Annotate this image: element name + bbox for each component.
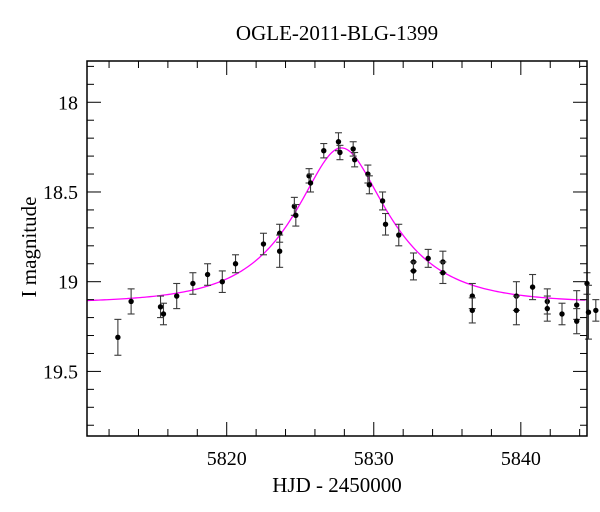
data-point-group	[395, 223, 403, 247]
x-tick-label: 5830	[354, 448, 394, 470]
data-point-group	[424, 248, 432, 268]
data-point-group	[127, 288, 135, 315]
data-point-group	[409, 261, 417, 281]
data-point	[440, 270, 446, 276]
data-point-group	[543, 295, 551, 322]
data-point-group	[276, 234, 284, 268]
data-point-group	[349, 141, 357, 157]
data-point	[425, 255, 431, 262]
data-point-group	[529, 273, 537, 301]
data-point-group	[307, 173, 315, 193]
data-point	[379, 198, 386, 204]
data-point	[469, 307, 475, 314]
data-point	[593, 307, 599, 314]
data-point-group	[584, 284, 592, 340]
data-point	[544, 305, 550, 312]
data-point	[219, 278, 225, 285]
data-point	[232, 261, 239, 267]
data-point	[293, 212, 299, 219]
data-point	[276, 248, 283, 254]
y-tick-label: 19.5	[43, 361, 78, 383]
data-point-group	[259, 232, 267, 256]
data-point	[513, 307, 520, 314]
data-point-group	[468, 297, 476, 324]
data-point	[337, 149, 343, 156]
data-point	[574, 302, 580, 308]
data-point	[410, 268, 417, 274]
data-point-group	[382, 212, 390, 236]
data-point-group	[351, 151, 359, 168]
data-point-group	[157, 295, 165, 319]
data-point	[366, 182, 373, 188]
data-point	[350, 146, 356, 152]
y-axis-label: I magnitude	[17, 197, 41, 298]
data-point-group	[232, 254, 240, 274]
x-tick-label: 5840	[501, 448, 541, 470]
data-point-group	[439, 261, 447, 285]
chart-title: OGLE-2011-BLG-1399	[236, 21, 438, 45]
y-tick-label: 18	[58, 92, 78, 114]
data-point	[396, 232, 402, 238]
data-point	[260, 241, 267, 247]
data-point-group	[379, 191, 387, 211]
data-point	[335, 139, 342, 145]
data-point	[382, 221, 389, 227]
data-point-group	[204, 263, 212, 286]
data-point	[174, 293, 180, 299]
data-point-group	[159, 302, 167, 326]
data-point-group	[365, 175, 373, 195]
data-point-group	[290, 196, 298, 216]
data-point-group	[292, 203, 300, 227]
data-point-group	[336, 144, 344, 161]
data-point-group	[189, 272, 197, 295]
plot-frame	[86, 60, 588, 437]
x-tick-label: 5820	[207, 448, 247, 470]
plot-layer: 5820 5830 5840 18 18.5 19 19.5	[43, 60, 600, 470]
data-point-group	[114, 318, 122, 356]
data-point	[307, 180, 314, 186]
data-point	[157, 304, 164, 310]
data-point-group	[558, 302, 566, 326]
data-point	[128, 298, 134, 305]
data-point	[351, 156, 358, 163]
data-point-group	[320, 142, 328, 159]
y-tick-label: 19	[58, 272, 78, 294]
data-point	[115, 334, 121, 341]
data-point-group	[592, 299, 600, 322]
data-point-group	[218, 270, 226, 294]
data-point	[574, 318, 580, 324]
data-point	[529, 284, 536, 290]
data-point	[204, 271, 211, 278]
data-point-group	[573, 308, 581, 335]
x-axis-label: HJD - 2450000	[272, 473, 402, 497]
model-curve	[86, 147, 586, 302]
data-point-group	[512, 295, 520, 326]
data-point	[190, 280, 196, 287]
data-point	[160, 311, 167, 317]
data-point	[321, 148, 327, 154]
data-point	[559, 311, 565, 317]
y-tick-label: 18.5	[43, 182, 78, 204]
data-point-group	[173, 282, 181, 310]
